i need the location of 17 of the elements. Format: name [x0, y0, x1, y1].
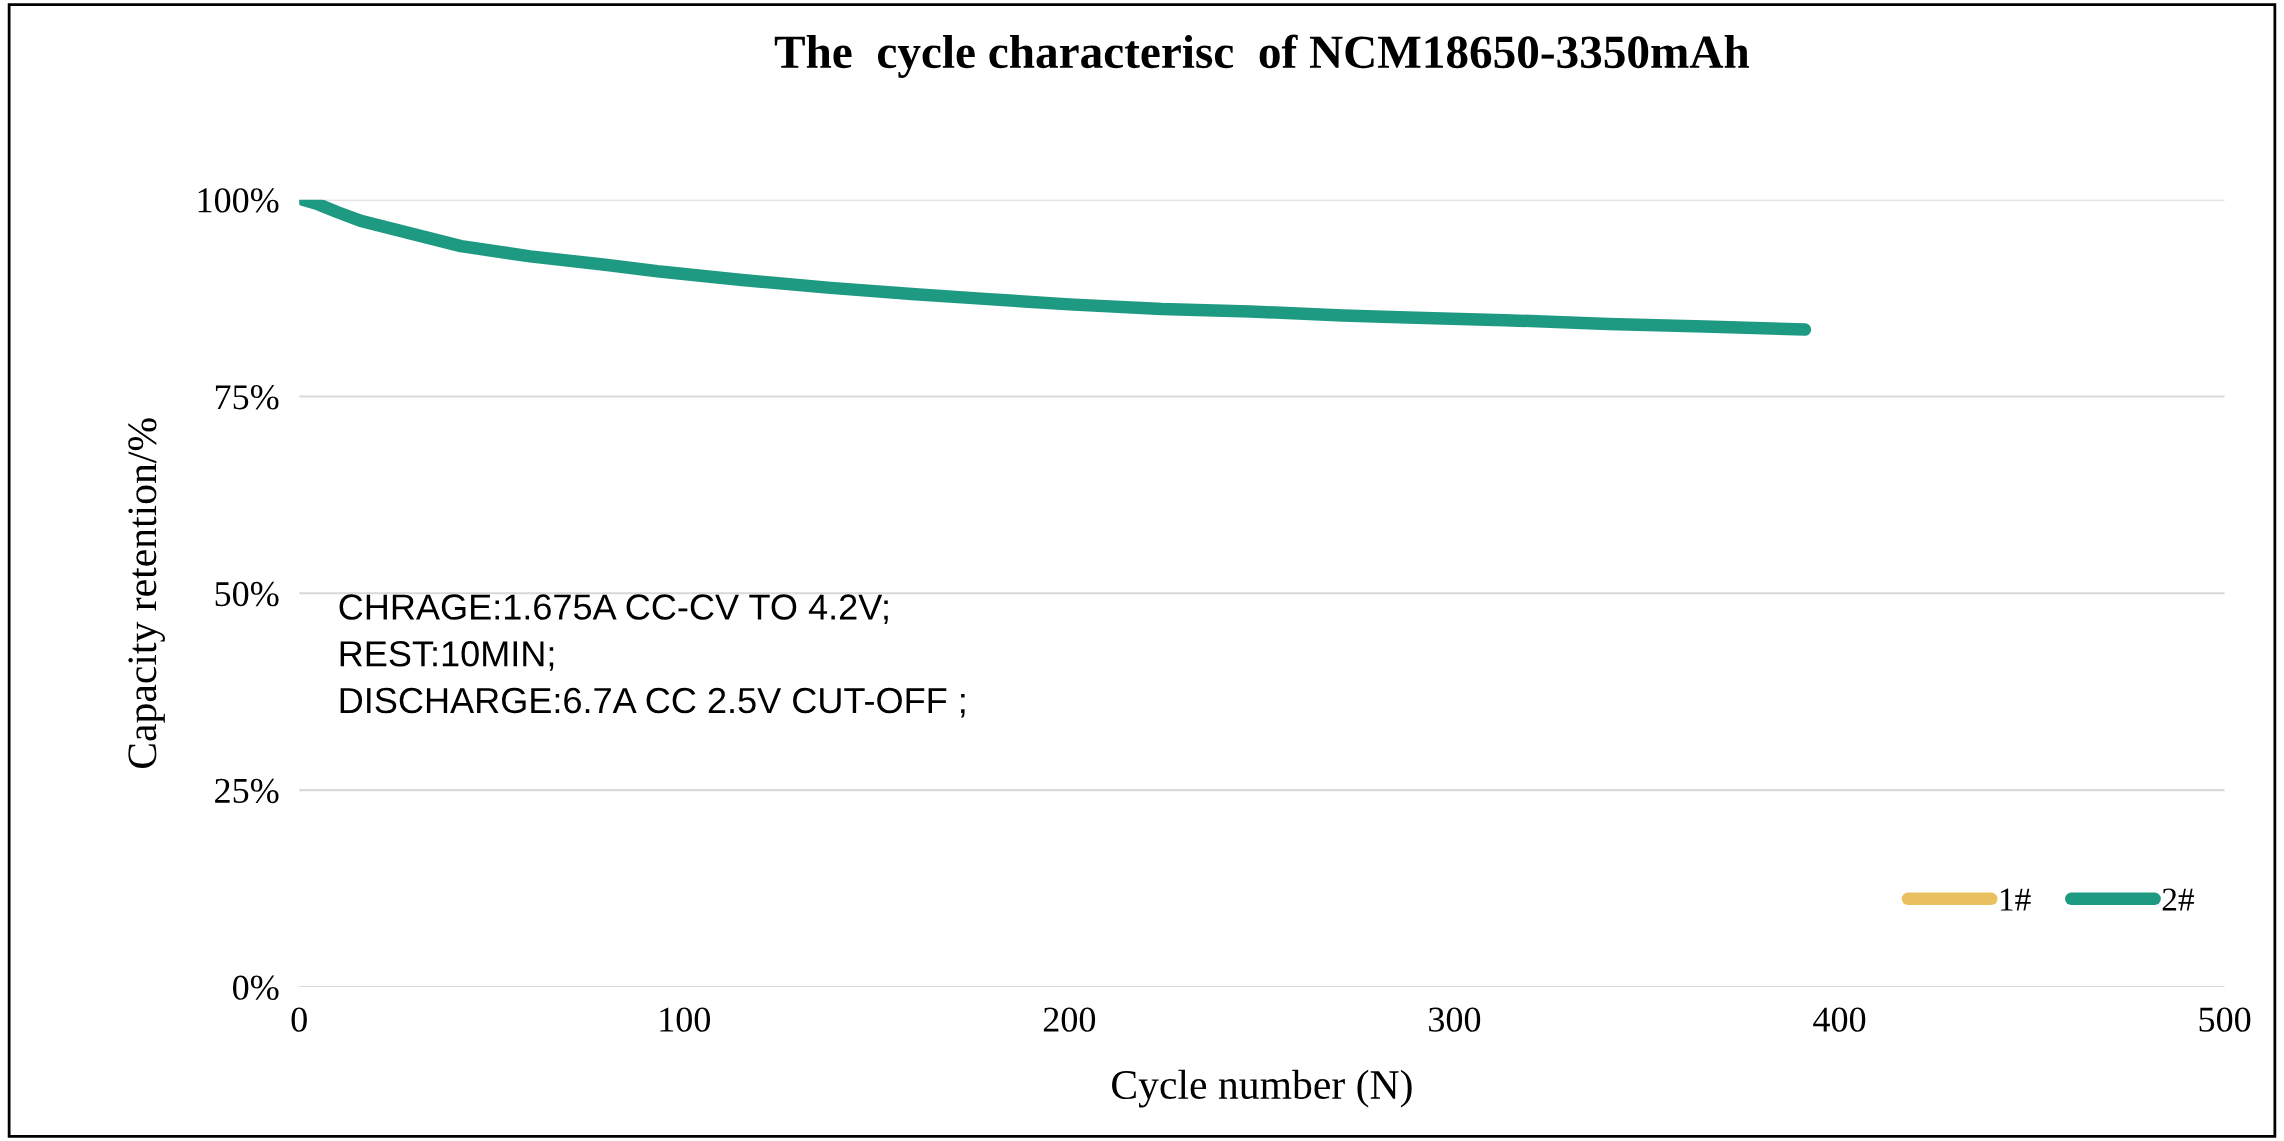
legend-label: 1# — [2000, 888, 2031, 911]
x-axis-title: Cycle number (N) — [1112, 1069, 1412, 1108]
annotation: CHRAGE:1.675A CC-CV TO 4.2V; REST:10MIN; DISCHARGE:6.7A CC 2.5V CUT-OFF ; — [339, 594, 965, 718]
y-tick-label: 50% — [215, 581, 279, 607]
x-tick-label: 100 — [660, 1007, 710, 1032]
y-axis-title: Capacity retention/% — [128, 418, 165, 769]
x-tick-label: 300 — [1429, 1007, 1481, 1032]
y-tick-label: 25% — [215, 778, 279, 804]
x-tick-label: 500 — [2199, 1007, 2251, 1032]
x-tick-label: 400 — [1813, 1007, 1866, 1032]
legend-label: 2# — [2162, 888, 2195, 911]
chart-title: The cycle characterisc of NCM18650-3350mAh — [774, 34, 1750, 78]
y-tick-label: 0% — [233, 975, 279, 1000]
y-tick-label: 75% — [215, 385, 279, 410]
y-tick-label: 100% — [198, 188, 279, 213]
x-tick-label: 0 — [291, 1007, 307, 1032]
x-tick-label: 200 — [1043, 1007, 1096, 1032]
